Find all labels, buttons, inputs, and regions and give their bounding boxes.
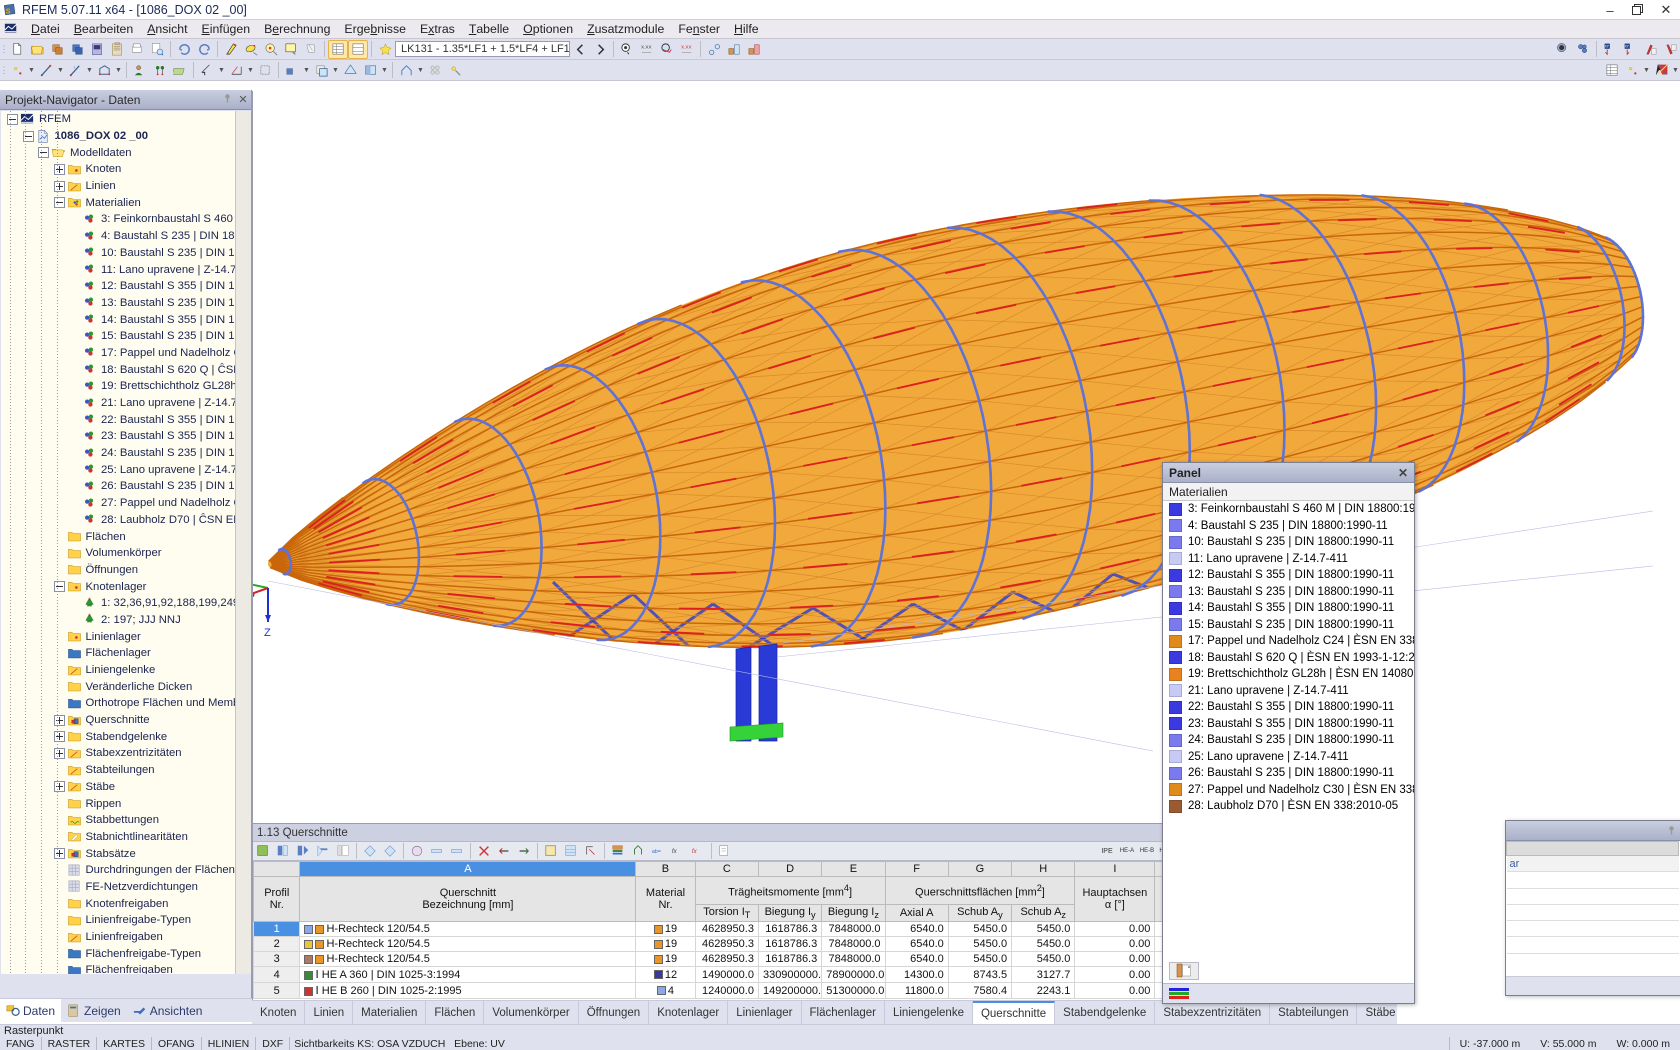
svg-text:fx: fx [692,848,698,855]
svg-text:ab=: ab= [652,849,661,855]
svg-text:I: I [73,65,74,69]
svg-text:Z: Z [264,627,271,639]
svg-text:fx: fx [672,848,678,855]
svg-text:X.XX: X.XX [680,44,692,49]
svg-text:X.XX: X.XX [640,44,652,49]
svg-text:S: S [6,8,11,15]
